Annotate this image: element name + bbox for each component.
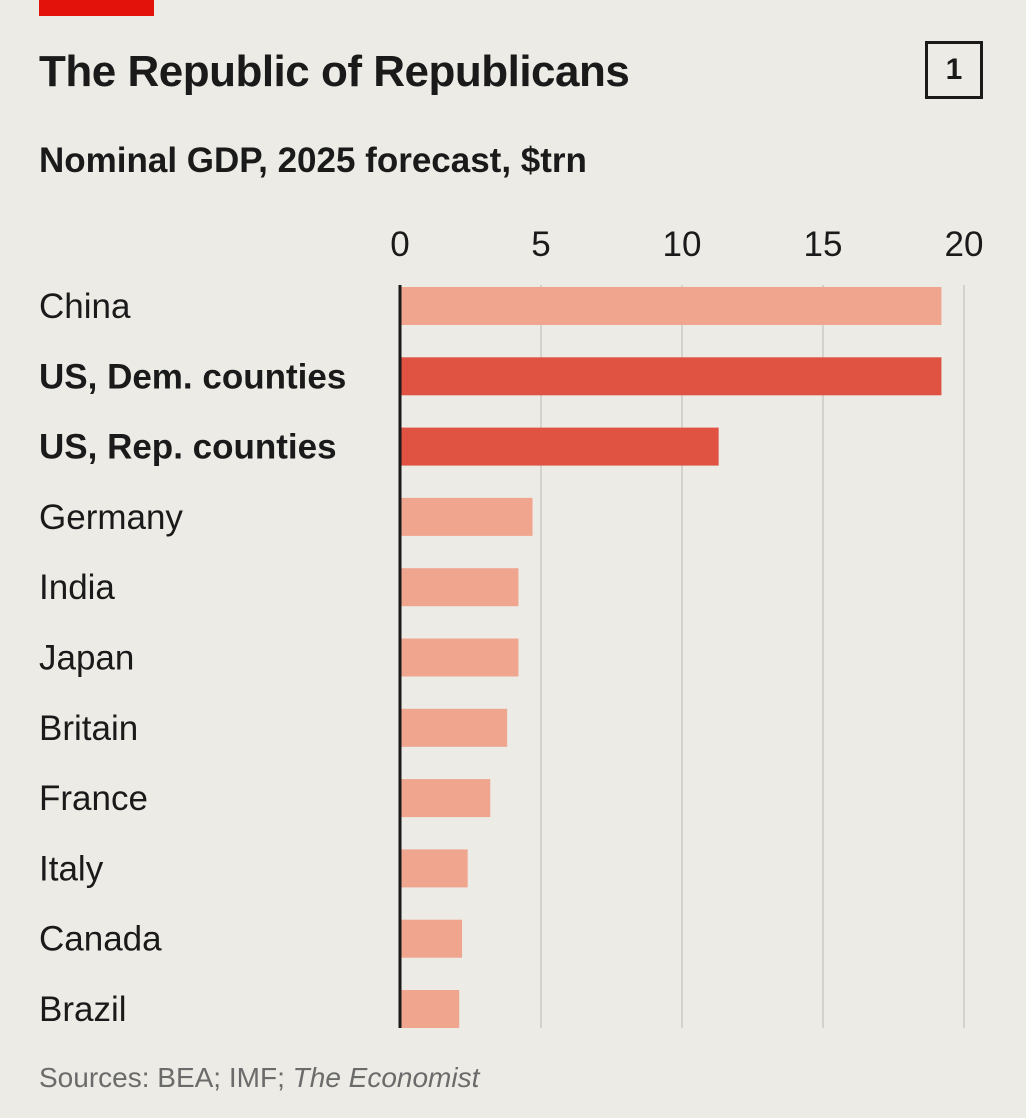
bar — [400, 568, 519, 607]
category-label: Japan — [39, 639, 134, 678]
chart-subtitle: Nominal GDP, 2025 forecast, $trn — [39, 141, 587, 180]
bar — [400, 497, 533, 536]
bar — [400, 849, 468, 888]
bar — [400, 919, 463, 958]
chart-title: The Republic of Republicans — [39, 47, 630, 96]
category-label: Germany — [39, 498, 183, 537]
bar — [400, 779, 491, 818]
bar — [400, 990, 460, 1028]
category-label: China — [39, 287, 131, 326]
category-label: Brazil — [39, 990, 127, 1029]
category-label: Italy — [39, 849, 104, 888]
x-tick-label: 10 — [663, 225, 702, 264]
x-tick-label: 5 — [531, 225, 550, 264]
x-tick-label: 0 — [390, 225, 409, 264]
bar — [400, 427, 719, 466]
bar — [400, 287, 942, 325]
source-prefix: Sources: BEA; IMF; — [39, 1062, 293, 1093]
category-label: India — [39, 568, 115, 607]
x-tick-label: 15 — [804, 225, 843, 264]
category-label: US, Rep. counties — [39, 428, 337, 467]
bar — [400, 638, 519, 677]
source-note: Sources: BEA; IMF; The Economist — [39, 1064, 479, 1092]
category-label: Britain — [39, 709, 138, 748]
bar — [400, 708, 508, 747]
bar — [400, 357, 942, 396]
category-label: France — [39, 779, 148, 818]
x-tick-label: 20 — [945, 225, 984, 264]
category-label: Canada — [39, 920, 162, 959]
source-publication: The Economist — [292, 1062, 480, 1093]
brand-red-tag — [39, 0, 154, 16]
category-label: US, Dem. counties — [39, 357, 346, 396]
chart-number-badge: 1 — [925, 41, 983, 99]
